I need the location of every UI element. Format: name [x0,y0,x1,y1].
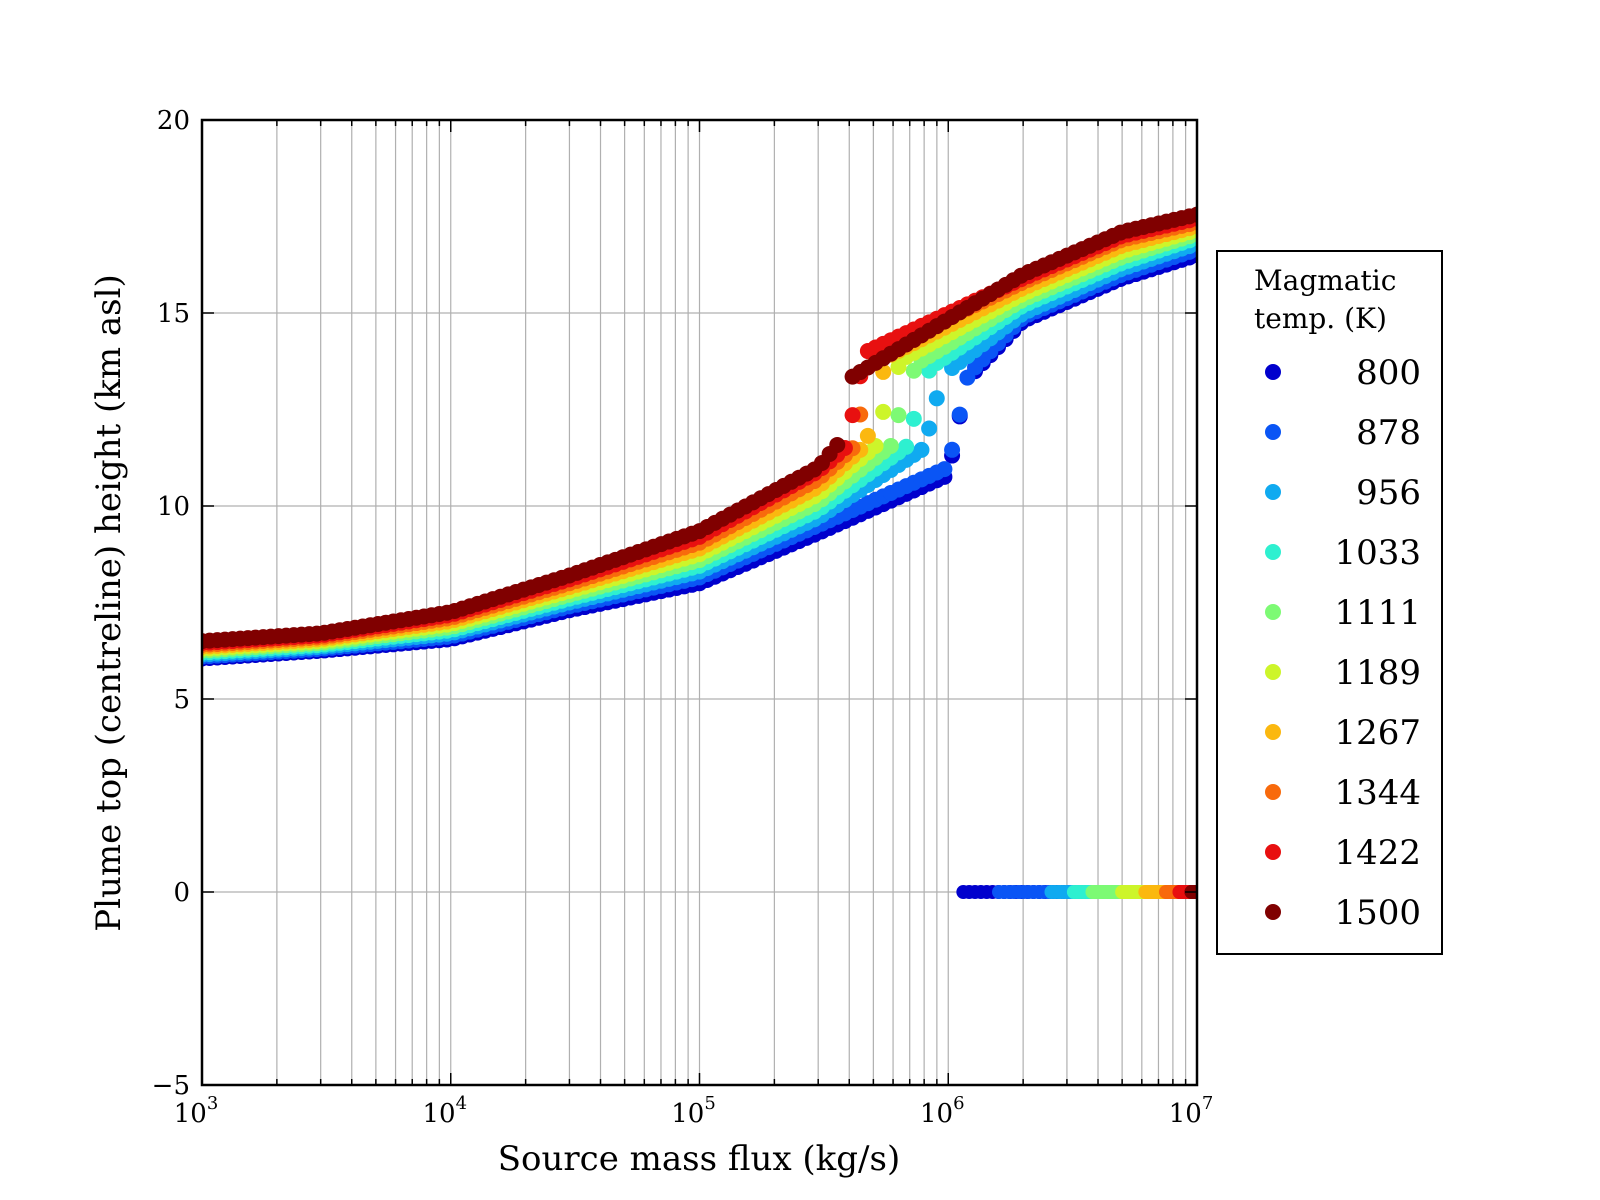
legend-frame [1216,250,1443,955]
y-axis-title: Plume top (centreline) height (km asl) [89,274,129,932]
y-tick-label: 15 [157,299,190,329]
scatter-points [202,206,1197,899]
legend-marker [1265,784,1281,800]
legend: Magmatic temp. (K) 800 878 956 1033 1111 1189… [1216,250,1443,955]
y-tick-label: 10 [157,492,190,522]
legend-marker [1265,844,1281,860]
x-tick-label: 107 [1169,1093,1214,1129]
legend-marker [1265,604,1281,620]
series-1500 [202,206,1197,899]
legend-marker [1265,664,1281,680]
data-point [913,441,930,458]
legend-entries: 800 878 956 1033 1111 1189 1267 1344 1422 1500 [1265,353,1421,933]
legend-label: 1422 [1334,833,1421,873]
data-point [844,407,861,424]
data-point [875,403,892,420]
data-point [944,441,961,458]
data-point [829,436,846,453]
legend-marker [1265,424,1281,440]
data-point [921,420,938,437]
legend-label: 800 [1356,353,1421,393]
legend-label: 1344 [1334,773,1421,813]
legend-label: 1500 [1334,893,1421,933]
legend-marker [1265,484,1281,500]
legend-label: 1189 [1334,653,1421,693]
x-tick-label: 106 [920,1093,965,1129]
legend-marker [1265,364,1281,380]
data-point [928,390,945,407]
legend-label: 878 [1356,413,1421,453]
data-point [859,427,876,444]
y-tick-label: 5 [173,685,190,715]
legend-title-line1: Magmatic [1254,264,1396,297]
data-point [882,437,899,454]
data-point [905,410,922,427]
legend-marker [1265,724,1281,740]
data-point [951,406,968,423]
legend-title-line2: temp. (K) [1254,302,1387,335]
legend-marker [1265,544,1281,560]
y-tick-label: 20 [157,106,190,136]
x-tick-label: 104 [422,1093,467,1129]
legend-label: 1111 [1334,593,1421,633]
data-point [1189,206,1197,223]
x-axis-title: Source mass flux (kg/s) [498,1139,900,1179]
x-tick-label: 105 [671,1093,716,1129]
y-tick-label: 0 [173,878,190,908]
data-point [898,438,915,455]
legend-label: 1267 [1334,713,1421,753]
legend-marker [1265,904,1281,920]
y-tick-label: −5 [152,1071,190,1101]
data-point [890,407,907,424]
data-point [936,461,953,478]
legend-label: 956 [1356,473,1421,513]
legend-label: 1033 [1334,533,1421,573]
